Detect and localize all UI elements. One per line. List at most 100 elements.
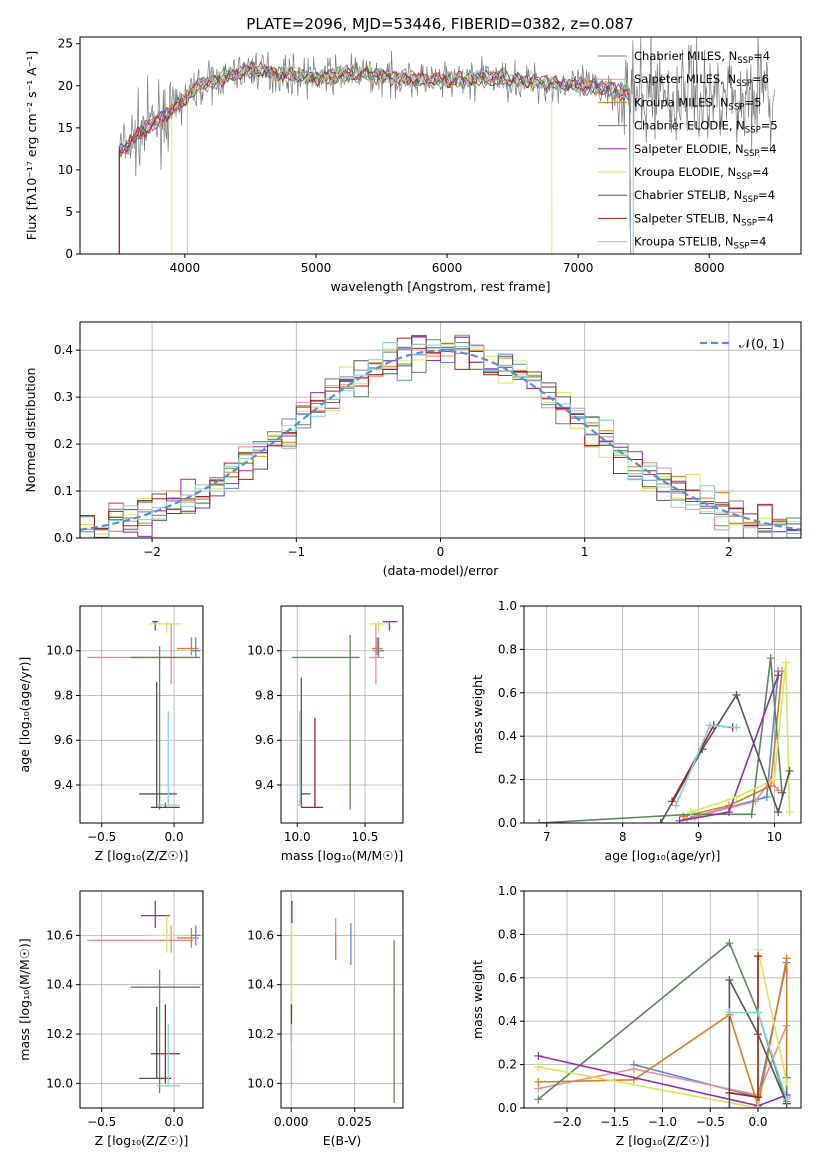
legend-label: Kroupa STELIB, NSSP=4 bbox=[634, 235, 766, 252]
model-spectrum-salpeter-stelib bbox=[118, 59, 632, 254]
y-tick-label: 10 bbox=[58, 163, 73, 177]
plot-area bbox=[118, 37, 775, 254]
panel-residuals: −2 −1 0 1 2 0.0 0.1 0.2 0.3 0.4 (data-model)/error… bbox=[23, 321, 802, 578]
axes-frame bbox=[280, 605, 404, 824]
legend-label: Chabrier STELIB, NSSP=4 bbox=[634, 188, 775, 205]
errorbar-salpeter-stelib bbox=[150, 1004, 180, 1084]
x-tick-label: 6000 bbox=[432, 261, 463, 275]
weight-marker bbox=[724, 808, 733, 817]
weight-marker bbox=[534, 1062, 543, 1071]
weight-marker bbox=[754, 952, 763, 961]
weight-marker bbox=[535, 819, 544, 823]
y-axis-label: Normed distribution bbox=[23, 368, 38, 493]
model-spectrum-kroupa-stelib bbox=[187, 63, 632, 254]
weight-marker bbox=[770, 775, 779, 784]
weight-marker bbox=[534, 1095, 543, 1104]
legend: Chabrier MILES, NSSP=4 Salpeter MILES, NS… bbox=[598, 49, 778, 252]
y-tick-label: 0.8 bbox=[498, 927, 517, 941]
y-tick-label: 10.0 bbox=[46, 1076, 73, 1090]
weight-marker bbox=[534, 1051, 543, 1060]
plot-area bbox=[87, 621, 201, 810]
y-tick-label: 0.1 bbox=[54, 484, 73, 498]
errorbar-chabrier-miles bbox=[373, 637, 385, 658]
y-tick-label: 0.2 bbox=[54, 437, 73, 451]
panel-weight_vs_Z: −2.0 −1.5 −1.0 −0.5 0.0 0.0 0.2 0.4 0.6 0.8 1.0 Z [… bbox=[470, 884, 802, 1148]
errorbar-kroupa-stelib bbox=[297, 711, 303, 806]
weight-marker bbox=[774, 671, 783, 680]
panel-spectrum: 4000 5000 6000 7000 8000 0 5 10 15 20 25 wavelength… bbox=[24, 36, 802, 294]
axes: 4000 5000 6000 7000 8000 0 5 10 15 20 25 wavelength… bbox=[24, 36, 802, 294]
y-tick-label: 15 bbox=[58, 121, 73, 135]
errorbar-chabrier-miles bbox=[191, 925, 201, 946]
x-tick-label: 0 bbox=[437, 545, 445, 559]
errorbar-chabrier-elodie bbox=[130, 969, 201, 1094]
legend-label: Chabrier ELODIE, NSSP=5 bbox=[634, 119, 778, 136]
axes-frame bbox=[79, 36, 802, 255]
x-tick-label: 0.0 bbox=[748, 1115, 767, 1129]
y-tick-label: 0.0 bbox=[54, 531, 73, 545]
y-tick-label: 9.4 bbox=[54, 778, 73, 792]
y-tick-label: 9.8 bbox=[54, 688, 73, 702]
weight-marker bbox=[732, 690, 741, 699]
figure-title: PLATE=2096, MJD=53446, FIBERID=0382, z=0… bbox=[246, 15, 633, 33]
plot-area bbox=[291, 621, 398, 810]
weight-marker bbox=[686, 808, 695, 817]
x-tick-label: −1.0 bbox=[648, 1115, 677, 1129]
x-tick-label: 2 bbox=[725, 545, 733, 559]
x-tick-label: 9 bbox=[695, 830, 703, 844]
weight-marker bbox=[782, 1095, 791, 1104]
histogram-salpeter-stelib bbox=[80, 337, 801, 533]
y-tick-label: 0.4 bbox=[498, 1014, 517, 1028]
weight-marker bbox=[667, 797, 676, 806]
weight-marker bbox=[766, 654, 775, 663]
y-tick-label: 0.2 bbox=[498, 1058, 517, 1072]
errorbar-chabrier-elodie bbox=[291, 635, 360, 810]
x-axis-label: mass [log₁₀(M/M☉)] bbox=[281, 848, 403, 863]
y-axis-label: mass weight bbox=[470, 960, 485, 1039]
x-axis-label: wavelength [Angstrom, rest frame] bbox=[330, 279, 550, 294]
x-tick-label: 1 bbox=[581, 545, 589, 559]
weight-marker bbox=[725, 1088, 734, 1097]
axes: −0.5 0.0 10.0 10.2 10.4 10.6 Z [log₁₀(Z/Z☉)] ma… bbox=[17, 890, 204, 1148]
errorbar-chabrier-miles bbox=[191, 637, 201, 658]
y-axis-label: Flux [fλ10⁻¹⁷ erg cm⁻² s⁻¹ A⁻¹] bbox=[24, 51, 39, 240]
panel-age_vs_Z: −0.5 0.0 9.4 9.6 9.8 10.0 Z [log₁₀(Z/Z☉)] age [… bbox=[17, 605, 204, 863]
weight-marker bbox=[754, 1093, 763, 1102]
y-tick-label: 0.4 bbox=[498, 729, 517, 743]
weight-line-salpeter-stelib bbox=[671, 724, 733, 802]
y-tick-label: 0.3 bbox=[54, 390, 73, 404]
weight-marker bbox=[785, 808, 794, 817]
errorbar-salpeter-elodie bbox=[140, 900, 170, 928]
errorbar-kroupa-miles bbox=[176, 637, 199, 656]
x-tick-label: 0.000 bbox=[274, 1115, 308, 1129]
errorbar-kroupa-miles bbox=[371, 637, 383, 656]
weight-marker bbox=[781, 658, 790, 667]
legend-label: Kroupa MILES, NSSP=5 bbox=[634, 95, 761, 112]
axes-frame bbox=[280, 890, 404, 1109]
legend: 𝒩(0, 1) bbox=[700, 336, 785, 351]
plot-area bbox=[87, 900, 201, 1094]
axes-frame bbox=[79, 605, 204, 824]
y-tick-label: 10.0 bbox=[247, 644, 274, 658]
x-tick-label: −1.5 bbox=[600, 1115, 629, 1129]
errorbar-kroupa-elodie bbox=[149, 621, 182, 633]
y-tick-label: 0 bbox=[65, 247, 73, 261]
axes-frame bbox=[79, 890, 204, 1109]
weight-line-kroupa-miles bbox=[538, 958, 788, 1107]
x-tick-label: −2 bbox=[143, 545, 161, 559]
x-tick-label: 7 bbox=[543, 830, 551, 844]
x-tick-label: −0.5 bbox=[696, 1115, 725, 1129]
errorbar-salpeter-miles bbox=[87, 623, 193, 685]
y-tick-label: 9.8 bbox=[255, 688, 274, 702]
plot-area bbox=[534, 939, 791, 1108]
plot-area bbox=[290, 900, 395, 1104]
weight-marker bbox=[725, 1008, 734, 1017]
errorbar-salpeter-miles bbox=[87, 925, 193, 953]
weight-marker bbox=[725, 939, 734, 948]
y-tick-label: 20 bbox=[58, 79, 73, 93]
weight-marker bbox=[679, 812, 688, 821]
weight-marker bbox=[774, 808, 783, 817]
x-axis-label: age [log₁₀(age/yr)] bbox=[605, 848, 721, 863]
legend-label: 𝒩(0, 1) bbox=[739, 336, 785, 351]
